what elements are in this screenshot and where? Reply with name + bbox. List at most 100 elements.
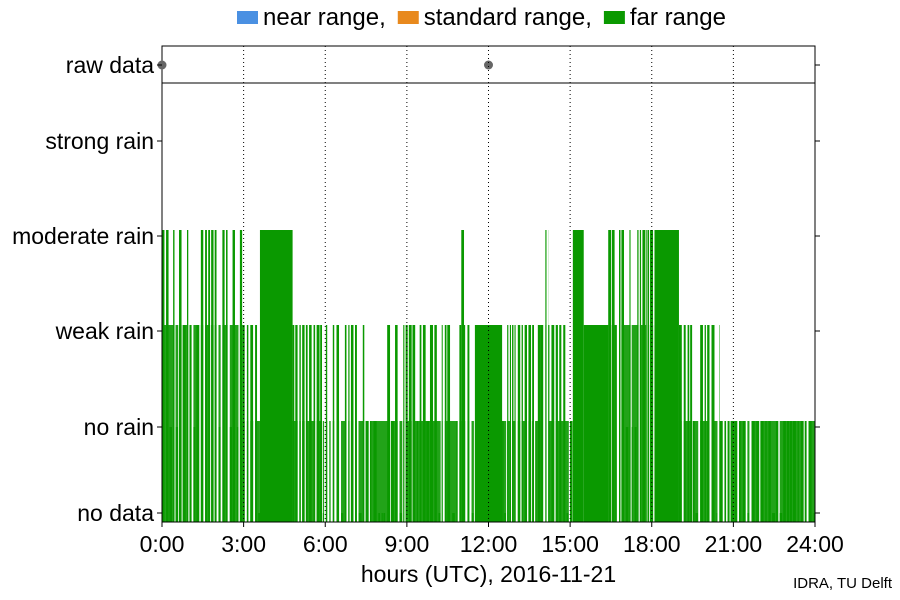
bar-spike-10-4 <box>563 325 566 522</box>
bar-gap-0-4 <box>178 230 180 522</box>
bar-block-2 <box>259 230 293 522</box>
bar-spike-17-5 <box>739 421 741 522</box>
bar-spike-4-17 <box>358 513 362 522</box>
bar-spike-4-33 <box>416 421 419 522</box>
bar-gap-14-0 <box>611 230 612 522</box>
bar-gap-4-13 <box>346 325 349 522</box>
bar-gap-4-9 <box>330 325 333 522</box>
bar-spike-0-3 <box>173 230 175 522</box>
bar-gap-4-42 <box>450 325 452 522</box>
bar-gap-0-7 <box>188 230 190 522</box>
bar-spike-1-4 <box>258 513 260 522</box>
bar-gap-14-12 <box>646 230 648 522</box>
bar-spike-0-19 <box>229 427 232 522</box>
bar-spike-0-0 <box>162 230 165 522</box>
bar-gap-4-18 <box>364 325 366 522</box>
bar-gap-17-12 <box>771 421 772 522</box>
bar-spike-17-22 <box>804 421 807 522</box>
bar-gap-16-5 <box>698 325 701 522</box>
bar-gap-17-6 <box>745 421 748 522</box>
bar-gap-4-8 <box>327 325 330 522</box>
bar-gap-4-35 <box>426 325 427 522</box>
x-tick-label-1: 3:00 <box>221 531 266 557</box>
bar-gap-8-10 <box>534 325 536 522</box>
bar-gap-8-5 <box>515 325 518 522</box>
bar-gap-14-11 <box>645 230 646 522</box>
bar-spike-4-45 <box>459 325 462 522</box>
bar-spike-14-8 <box>634 427 637 522</box>
bar-spike-4-44 <box>456 421 458 522</box>
bar-gap-17-21 <box>803 421 805 522</box>
bar-gap-0-2 <box>172 230 173 522</box>
legend-label-2: far range <box>630 4 726 31</box>
bar-gap-16-10 <box>717 325 720 522</box>
raw-data-point-1 <box>484 60 493 70</box>
bar-spike-8-9 <box>528 325 532 522</box>
bar-gap-4-34 <box>421 325 423 522</box>
bar-gap-14-2 <box>616 230 620 522</box>
x-tick-label-2: 6:00 <box>303 531 348 557</box>
bar-spike-4-27 <box>395 325 398 522</box>
x-tick-label-4: 12:00 <box>460 531 518 557</box>
bar-gap-14-8 <box>637 230 638 522</box>
bar-spike-4-24 <box>383 513 386 522</box>
bar-spike-17-23 <box>808 421 812 522</box>
x-tick-label-8: 24:00 <box>786 531 844 557</box>
bar-spike-4-14 <box>348 325 350 522</box>
bar-spike-8-6 <box>517 325 521 522</box>
bar-spike-17-10 <box>760 421 764 522</box>
bar-spike-0-11 <box>200 230 204 522</box>
bar-gap-17-1 <box>726 421 728 522</box>
bar-spike-16-7 <box>704 325 706 522</box>
bar-spike-17-21 <box>800 421 804 522</box>
bar-gap-4-6 <box>322 325 323 522</box>
bar-spike-4-30 <box>405 325 408 522</box>
bar-block-15 <box>654 230 679 522</box>
bar-spike-0-16 <box>218 427 221 522</box>
bar-gap-14-4 <box>624 230 626 522</box>
bar-spike-17-14 <box>775 421 779 522</box>
bar-gap-6-1 <box>469 325 472 522</box>
bar-gap-8-8 <box>527 325 529 522</box>
bar-gap-4-10 <box>334 325 337 522</box>
bar-gap-17-17 <box>789 421 790 522</box>
x-tick-label-0: 0:00 <box>140 531 185 557</box>
bar-spike-16-10 <box>716 513 718 522</box>
bar-spike-8-3 <box>509 325 512 522</box>
bar-spike-0-22 <box>239 230 243 522</box>
bar-spike-4-38 <box>434 325 437 522</box>
bar-gap-4-5 <box>320 325 321 522</box>
bar-spike-4-26 <box>390 421 394 522</box>
x-tick-label-3: 9:00 <box>384 531 429 557</box>
bar-spike-14-14 <box>650 230 654 522</box>
bar-spike-16-4 <box>692 421 695 522</box>
bar-spike-8-11 <box>535 421 537 522</box>
bar-spike-17-0 <box>719 421 723 522</box>
bar-spike-0-18 <box>226 230 228 522</box>
x-tick-label-7: 21:00 <box>705 531 763 557</box>
bar-spike-16-8 <box>707 325 710 522</box>
bar-spike-4-6 <box>320 325 323 522</box>
bar-spike-9-1 <box>545 230 547 522</box>
bar-spike-4-12 <box>341 513 344 522</box>
bar-spike-4-34 <box>419 325 422 522</box>
bar-gap-10-1 <box>554 325 556 522</box>
bar-spike-10-1 <box>551 325 555 522</box>
bar-spike-17-8 <box>751 421 755 522</box>
bar-spike-14-5 <box>625 427 629 522</box>
bar-gap-14-10 <box>641 230 642 522</box>
bar-gap-4-39 <box>440 325 442 522</box>
bar-gap-4-31 <box>411 325 413 522</box>
bar-gap-4-21 <box>377 325 379 522</box>
bar-gap-16-2 <box>689 325 690 522</box>
bar-gap-4-24 <box>385 325 387 522</box>
raw-data-panel: raw data <box>66 45 820 84</box>
bar-gap-14-7 <box>633 230 635 522</box>
bar-gap-0-19 <box>232 230 233 522</box>
bar-spike-14-2 <box>615 325 617 522</box>
bar-gap-4-29 <box>404 325 406 522</box>
bar-spike-17-6 <box>742 421 746 522</box>
bar-spike-17-18 <box>789 421 792 522</box>
bar-spike-10-2 <box>555 325 558 522</box>
